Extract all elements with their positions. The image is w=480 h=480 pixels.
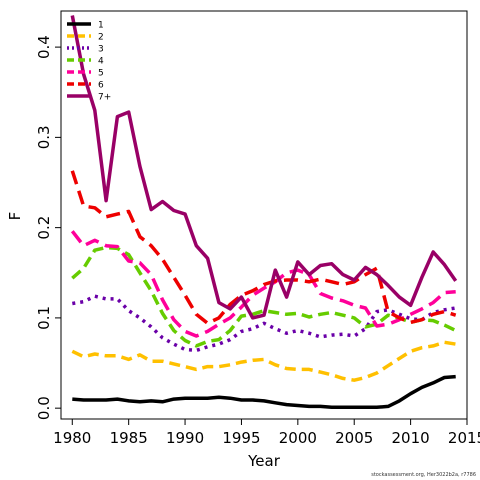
- y-tick-label: 0.4: [35, 35, 53, 59]
- legend-label: 7+: [98, 93, 111, 103]
- legend-label: 6: [98, 81, 104, 91]
- plot-border: [60, 10, 468, 420]
- y-tick-label: 0.3: [35, 125, 53, 149]
- y-axis-title: F: [6, 212, 24, 221]
- series-line-5: [70, 230, 456, 338]
- x-tick-label: 2005: [335, 429, 373, 447]
- x-tick-label: 1980: [53, 429, 91, 447]
- x-axis-title: Year: [247, 452, 281, 470]
- x-tick-label: 1995: [222, 429, 260, 447]
- legend-label: 3: [98, 45, 104, 55]
- y-axis: 0.0 0.1 0.2 0.3 0.4: [35, 35, 61, 420]
- series-line-3: [72, 294, 456, 353]
- plot-frame: [60, 10, 468, 420]
- series-line-1: [72, 374, 456, 410]
- series-line-7plus: [70, 15, 458, 320]
- x-tick-label: 2000: [279, 429, 317, 447]
- y-tick-label: 0.0: [35, 396, 53, 420]
- x-tick-label: 1985: [110, 429, 148, 447]
- series-line-6: [70, 170, 457, 326]
- x-tick-label: 2010: [392, 429, 430, 447]
- y-tick-label: 0.1: [35, 306, 53, 330]
- series-lines: [70, 15, 458, 410]
- legend-label: 4: [98, 57, 104, 67]
- legend: 1 2 3 4 5 6 7+: [67, 21, 111, 103]
- credit-text: stockassessment.org, Her3022b2a, r7786: [371, 472, 476, 478]
- series-line-4: [71, 245, 457, 348]
- legend-label: 2: [98, 33, 104, 43]
- legend-label: 1: [98, 21, 104, 31]
- series-line-2: [71, 340, 456, 382]
- x-tick-label: 2015: [448, 429, 480, 447]
- x-axis: 1980 1985 1990 1995 2000 2005 2010 2015: [53, 419, 480, 447]
- x-tick-label: 1990: [166, 429, 204, 447]
- legend-label: 5: [98, 69, 104, 79]
- y-tick-label: 0.2: [35, 216, 53, 240]
